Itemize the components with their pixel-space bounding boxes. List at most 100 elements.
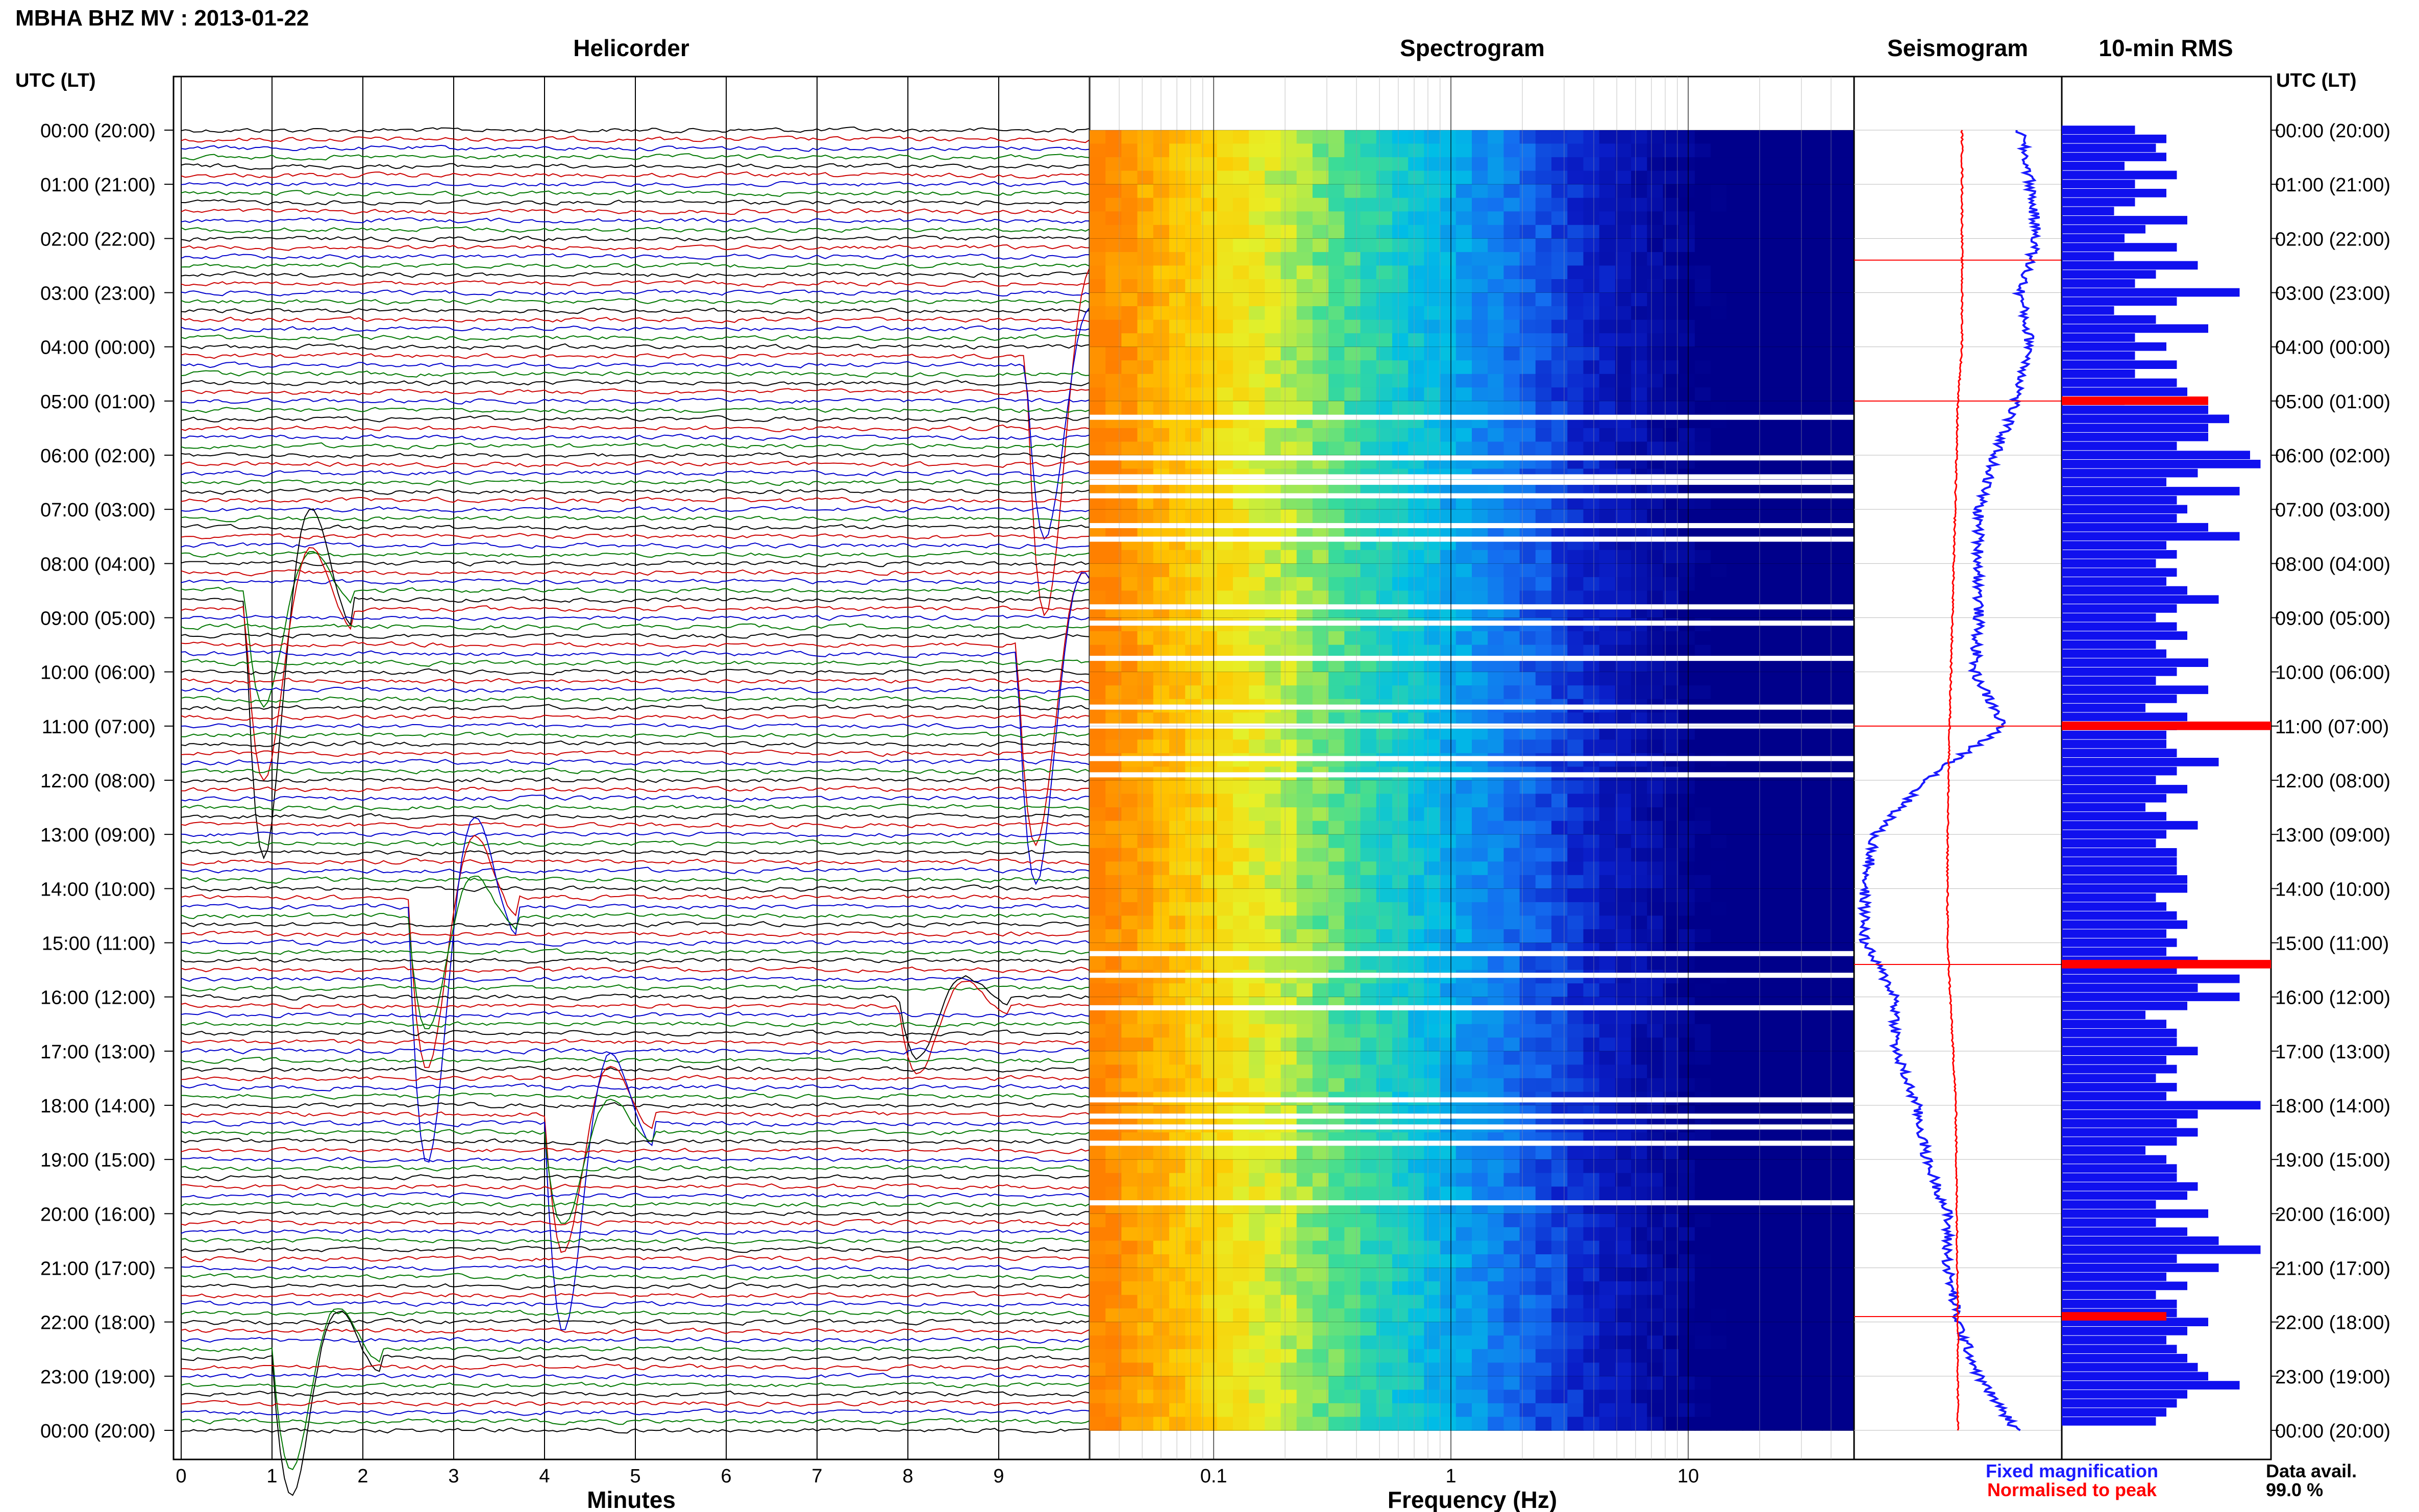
spectrogram-cell [1344,807,1361,822]
spectrogram-cell [1137,550,1154,564]
spectrogram-cell [1806,1362,1823,1377]
spectrogram-cell [1551,1254,1568,1269]
spectrogram-cell [1694,279,1711,293]
spectrogram-cell [1232,360,1249,375]
spectrogram-cell [1153,672,1170,686]
spectrogram-cell [1265,1268,1281,1282]
spectrogram-cell [1121,1295,1138,1309]
spectrogram-cell [1121,983,1138,998]
spectrogram-cell [1360,834,1377,849]
spectrogram-cell [1742,387,1759,402]
spectrogram-cell [1408,685,1425,700]
spectrogram-cell [1488,1376,1504,1391]
spectrogram-cell [1615,1186,1632,1201]
helicorder-trace [181,884,1090,893]
spectrogram-cell [1121,1281,1138,1296]
spectrogram-cell [1742,1349,1759,1364]
spectrogram-cell [1472,170,1488,185]
spectrogram-cell [1599,1213,1616,1228]
spectrogram-cell [1615,1024,1632,1038]
spectrogram-cell [1185,509,1202,524]
spectrogram-cell [1711,333,1727,348]
spectrogram-cell [1344,672,1361,686]
spectrogram-cell [1790,306,1807,320]
spectrogram-cell [1265,1051,1281,1065]
spectrogram-cell [1711,184,1727,199]
spectrogram-cell [1663,1322,1680,1336]
spectrogram-cell [1647,157,1664,171]
spectrogram-cell [1551,1241,1568,1255]
spectrogram-cell [1185,387,1202,402]
spectrogram-cell [1726,401,1743,415]
spectrogram-cell [1169,374,1186,388]
spectrogram-cell [1121,861,1138,876]
rms-bar [2062,143,2156,153]
spectrogram-cell [1583,672,1600,686]
spectrogram-cell [1121,834,1138,849]
spectrogram-cell [1455,225,1472,239]
spectrogram-cell [1360,225,1377,239]
spectrogram-cell [1742,1295,1759,1309]
spectrogram-cell [1408,1281,1425,1296]
spectrogram-cell [1806,401,1823,415]
spectrogram-cell [1503,279,1520,293]
spectrogram-cell [1121,1349,1138,1364]
spectrogram-cell [1679,184,1695,199]
spectrogram-cell [1742,739,1759,754]
spectrogram-cell [1583,401,1600,415]
spectrogram-cell [1599,292,1616,307]
spectrogram-cell [1312,739,1329,754]
spectrogram-cell [1838,387,1855,402]
spectrogram-gap [1090,414,1854,420]
spectrogram-cell [1711,1146,1727,1160]
spectrogram-cell [1790,1241,1807,1255]
spectrogram-cell [1472,577,1488,591]
spectrogram-cell [1711,888,1727,903]
spectrogram-cell [1519,143,1536,158]
spectrogram-cell [1758,1362,1775,1377]
spectrogram-cell [1344,550,1361,564]
spectrogram-cell [1360,441,1377,456]
spectrogram-cell [1440,739,1457,754]
spectrogram-cell [1503,346,1520,361]
spectrogram-cell [1790,1159,1807,1174]
spectrogram-cell [1249,1173,1266,1187]
spectrogram-cell [1408,157,1425,171]
spectrogram-cell [1806,346,1823,361]
spectrogram-cell [1312,387,1329,402]
spectrogram-cell [1424,130,1441,144]
spectrogram-cell [1201,130,1218,144]
helicorder-trace [181,866,1090,874]
time-tick-label-left: 04:00 (00:00) [40,337,156,359]
spectrogram-cell [1631,184,1648,199]
spectrogram-cell [1631,672,1648,686]
spectrogram-cell [1838,1024,1855,1038]
spectrogram-cell [1312,915,1329,930]
spectrogram-cell [1121,929,1138,944]
spectrogram-cell [1153,1186,1170,1201]
seismogram-fixed-trace [1857,130,2041,1431]
spectrogram-cell [1265,238,1281,253]
spectrogram-cell [1679,685,1695,700]
spectrogram-cell [1694,902,1711,916]
spectrogram-cell [1726,590,1743,605]
spectrogram-cell [1663,848,1680,862]
spectrogram-cell [1217,1078,1233,1093]
spectrogram-cell [1711,1173,1727,1187]
spectrogram-cell [1679,157,1695,171]
spectrogram-cell [1217,1146,1233,1160]
rms-bar [2062,225,2145,234]
spectrogram-cell [1185,157,1202,171]
spectrogram-cell [1551,1051,1568,1065]
spectrogram-cell [1328,672,1345,686]
spectrogram-cell [1790,441,1807,456]
spectrogram-cell [1185,1349,1202,1364]
helicorder-trace [181,307,1090,314]
spectrogram-cell [1217,929,1233,944]
spectrogram-cell [1232,577,1249,591]
helicorder-trace [181,921,1090,928]
spectrogram-cell [1822,780,1839,795]
spectrogram-cell [1583,1295,1600,1309]
spectrogram-cell [1185,563,1202,578]
spectrogram-cell [1232,238,1249,253]
